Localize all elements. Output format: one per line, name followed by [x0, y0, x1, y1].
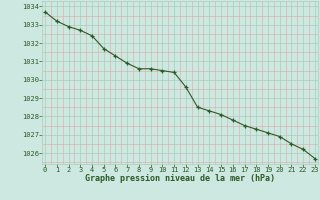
- X-axis label: Graphe pression niveau de la mer (hPa): Graphe pression niveau de la mer (hPa): [85, 174, 275, 183]
